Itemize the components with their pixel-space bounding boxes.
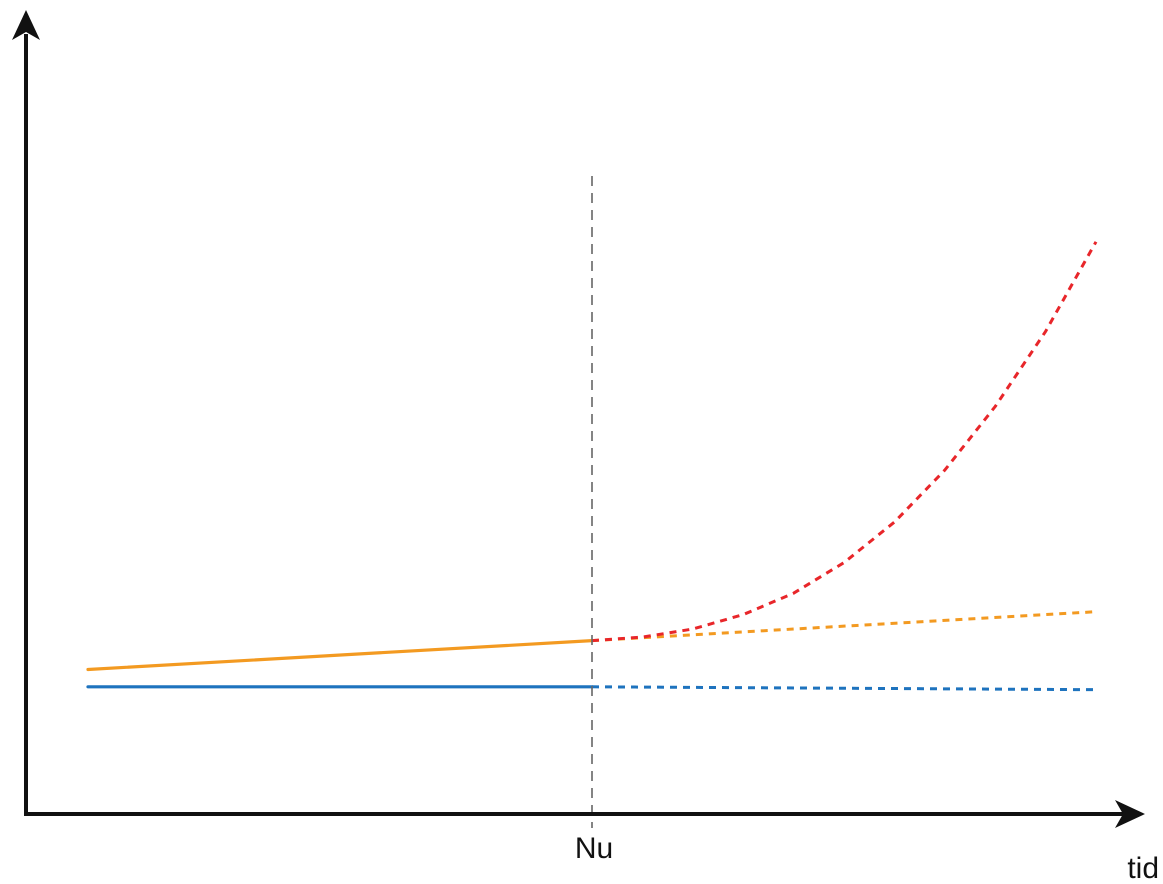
x-axis-label: tid: [1127, 852, 1159, 884]
series-line-4-dashed: [591, 685, 1097, 692]
series-layer: [86, 241, 1098, 692]
axes: [12, 10, 1145, 828]
x-axis-arrow-icon: [1115, 800, 1145, 828]
now-tick-label: Nu: [575, 832, 613, 865]
series-line-1-solid: [86, 639, 594, 672]
series-line-3-dashed: [591, 610, 1097, 643]
y-axis-arrow-icon: [12, 10, 40, 40]
series-line-5-dashed: [591, 241, 1098, 643]
